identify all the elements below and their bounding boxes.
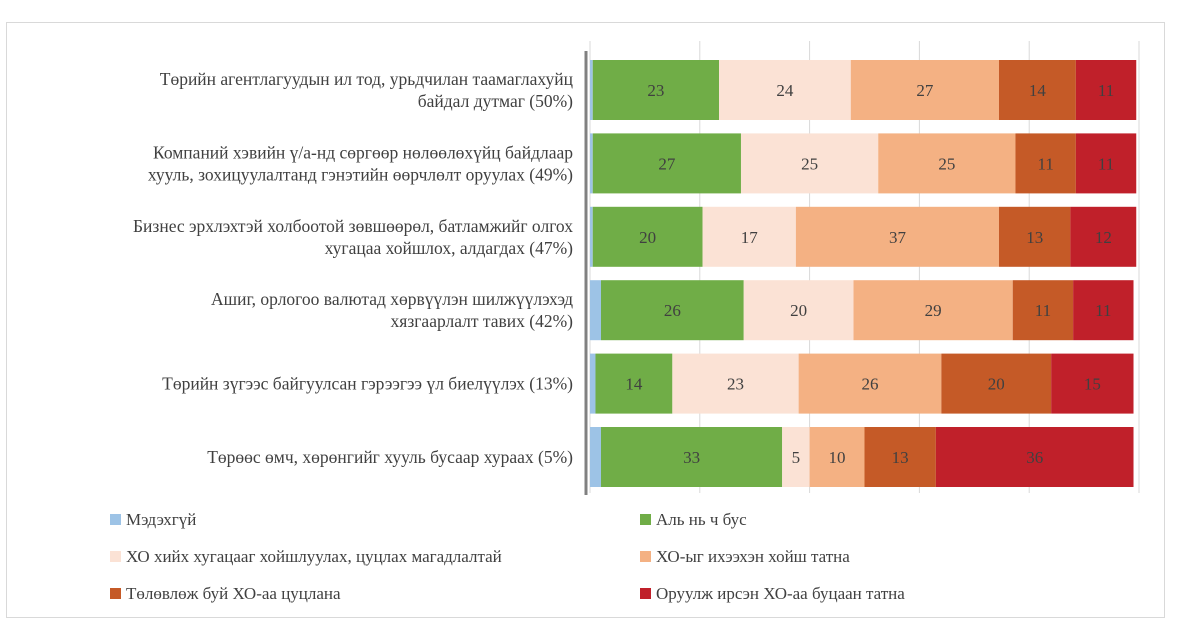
category-label: Төрийн зүгээс байгуулсан гэрээгээ үл бие… [162, 374, 573, 394]
data-label: 17 [741, 228, 759, 247]
data-label: 23 [647, 81, 664, 100]
bar-segment [795, 206, 1000, 267]
data-label: 20 [790, 301, 807, 320]
bar-segment [798, 353, 942, 414]
data-label: 11 [1037, 154, 1053, 173]
bar-segment [878, 133, 1016, 194]
bar-segment [702, 206, 796, 267]
legend-label: ХО-ыг ихээхэн хойш татна [656, 547, 850, 566]
legend-swatch [110, 588, 121, 599]
category-label: Ашиг, орлогоо валютад хөрвүүлэн шилжүүлэ… [211, 289, 573, 309]
legend: Мэдэхгүй Аль нь ч бус ХО хийх хугацааг хой… [110, 510, 905, 603]
bar-segment [853, 280, 1013, 341]
data-label: 20 [639, 228, 656, 247]
data-label: 37 [889, 228, 907, 247]
bar-segment [1073, 280, 1134, 341]
bar-segment [592, 206, 703, 267]
data-label: 11 [1098, 81, 1114, 100]
data-label: 11 [1095, 301, 1111, 320]
data-label: 25 [801, 154, 818, 173]
category-label: Төрийн агентлагуудын ил тод, урьдчилан т… [160, 69, 573, 89]
data-label: 25 [938, 154, 955, 173]
data-label: 13 [892, 448, 909, 467]
bar-segment [719, 60, 851, 120]
bar-segment [935, 427, 1134, 487]
legend-swatch [110, 551, 121, 562]
chart-frame: 23 24 27 14 11 27 25 25 11 11 20 17 37 13 12 26 20 29 11 11… [6, 22, 1165, 618]
category-label: Компаний хэвийн ү/а-нд сөргөөр нөлөөлөхү… [153, 142, 573, 162]
bar-segment [999, 60, 1076, 120]
bar-segment [590, 353, 596, 414]
bar-segment [1070, 206, 1137, 267]
data-label: 23 [727, 375, 744, 394]
bar-segment [850, 60, 1000, 120]
category-label: Бизнес эрхлэхтэй холбоотой зөвшөөрөл, ба… [133, 216, 573, 236]
category-label: хууль, зохицуулалтанд гэнэтийн өөрчлөлт … [148, 164, 573, 184]
category-label: Төрөөс өмч, хөрөнгийг хууль бусаар хураа… [207, 447, 573, 467]
bar-segment [592, 60, 720, 120]
data-label: 33 [683, 448, 700, 467]
data-label: 12 [1095, 228, 1112, 247]
bar-segment [672, 353, 799, 414]
bar-segment [590, 427, 601, 487]
legend-label: Аль нь ч бус [656, 510, 747, 529]
bar-segment [740, 133, 879, 194]
bar-segment [600, 280, 744, 341]
bar-segment [592, 133, 741, 194]
bar-segment [600, 427, 783, 487]
legend-label: Төлөвлөж буй ХО-аа цуцлана [126, 584, 341, 603]
data-label: 27 [658, 154, 676, 173]
legend-swatch [110, 514, 121, 525]
bars: 23 24 27 14 11 27 25 25 11 11 20 17 37 13 12 26 20 29 11 11… [590, 60, 1137, 487]
bar-segment [941, 353, 1052, 414]
bar-segment [1051, 353, 1134, 414]
bar-segment [999, 206, 1071, 267]
data-label: 20 [988, 375, 1005, 394]
data-label: 29 [925, 301, 942, 320]
bar-segment [595, 353, 673, 414]
data-label: 13 [1026, 228, 1043, 247]
legend-label: Мэдэхгүй [126, 510, 196, 529]
legend-swatch [640, 514, 651, 525]
legend-swatch [640, 551, 651, 562]
category-labels: Төрийн агентлагуудын ил тод, урьдчилан т… [133, 69, 573, 467]
data-label: 14 [1029, 81, 1047, 100]
bar-segment [1015, 133, 1076, 194]
stacked-bar-chart: 23 24 27 14 11 27 25 25 11 11 20 17 37 13 12 26 20 29 11 11… [110, 41, 1140, 603]
bar-segment [864, 427, 936, 487]
bar-segment [590, 60, 593, 120]
bar-segment [590, 206, 593, 267]
data-label: 5 [792, 448, 801, 467]
data-label: 15 [1084, 375, 1101, 394]
bar-segment [782, 427, 810, 487]
legend-swatch [640, 588, 651, 599]
data-label: 36 [1026, 448, 1043, 467]
bar-segment [809, 427, 865, 487]
data-label: 11 [1098, 154, 1114, 173]
bar-segment [1075, 60, 1137, 120]
bar-segment [1012, 280, 1074, 341]
bar-segment [743, 280, 854, 341]
data-label: 11 [1035, 301, 1051, 320]
category-label: хугацаа хойшлох, алдагдах (47%) [325, 238, 574, 258]
data-label: 26 [664, 301, 681, 320]
data-label: 10 [829, 448, 846, 467]
bar-segment [1075, 133, 1137, 194]
data-label: 27 [916, 81, 934, 100]
data-label: 26 [861, 375, 878, 394]
category-label: хязгаарлалт тавих (42%) [391, 311, 574, 331]
data-label: 14 [625, 375, 643, 394]
bar-segment [590, 133, 593, 194]
category-label: байдал дутмаг (50%) [418, 91, 573, 111]
legend-label: ХО хийх хугацааг хойшлуулах, цуцлах мага… [126, 547, 502, 566]
bar-segment [590, 280, 601, 341]
data-label: 24 [776, 81, 794, 100]
legend-label: Оруулж ирсэн ХО-аа буцаан татна [656, 584, 905, 603]
